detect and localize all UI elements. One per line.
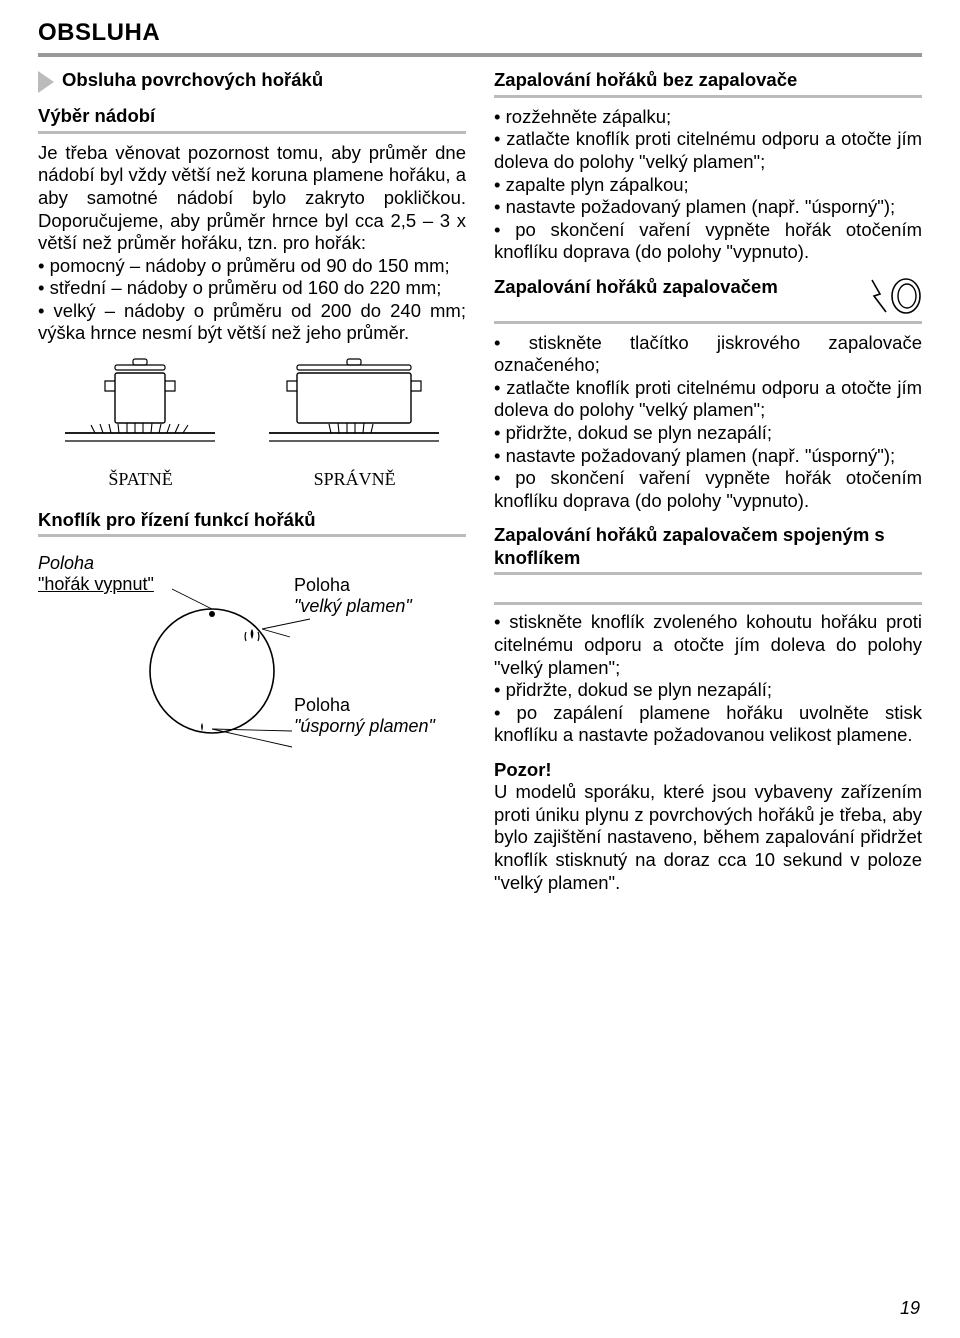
left-column: Obsluha povrchových hořáků Výběr nádobí … — [38, 69, 466, 894]
pots-diagram — [38, 357, 466, 467]
pot-right-icon — [259, 357, 449, 467]
knob-label-off: Poloha "hořák vypnut" — [38, 553, 154, 594]
subheading-select: Výběr nádobí — [38, 105, 466, 128]
bullet: • po skončení vaření vypněte hořák otoče… — [494, 467, 922, 512]
arrow-heading-row: Obsluha povrchových hořáků — [38, 69, 466, 93]
paragraph: Je třeba věnovat pozornost tomu, aby prů… — [38, 142, 466, 255]
bullet: • přidržte, dokud se plyn nezapálí; — [494, 422, 922, 445]
subheading-knob: Knoflík pro řízení funkcí hořáků — [38, 509, 466, 532]
two-column-layout: Obsluha povrchových hořáků Výběr nádobí … — [38, 69, 922, 894]
bullet: • zatlačte knoflík proti citelnému odpor… — [494, 128, 922, 173]
knob-label-eco: Poloha "úsporný plamen" — [294, 695, 435, 736]
rule — [494, 321, 922, 324]
bullet: • stiskněte knoflík zvoleného kohoutu ho… — [494, 611, 922, 679]
page-number: 19 — [900, 1298, 920, 1320]
warning-text: U modelů sporáku, které jsou vybaveny za… — [494, 781, 922, 894]
arrow-icon — [38, 71, 56, 93]
bullet: • po zapálení plamene hořáku uvolněte st… — [494, 702, 922, 747]
rule-thick — [38, 53, 922, 57]
bullet: • nastavte požadovaný plamen (např. "úsp… — [494, 196, 922, 219]
rule — [494, 602, 922, 605]
page-title: OBSLUHA — [38, 18, 922, 47]
bullet: • pomocný – nádoby o průměru od 90 do 15… — [38, 255, 466, 278]
bullet: • přidržte, dokud se plyn nezapálí; — [494, 679, 922, 702]
bullet: • velký – nádoby o průměru od 200 do 240… — [38, 300, 466, 345]
rule — [494, 95, 922, 98]
knob-icon — [142, 571, 312, 771]
arrow-heading: Obsluha povrchových hořáků — [62, 69, 323, 92]
bullet: • zapalte plyn zápalkou; — [494, 174, 922, 197]
bullet: • nastavte požadovaný plamen (např. "úsp… — [494, 445, 922, 468]
bullet: • zatlačte knoflík proti citelnému odpor… — [494, 377, 922, 422]
rule — [494, 572, 922, 575]
subheading-ignite2-row: Zapalování hořáků zapalovačem — [494, 276, 922, 318]
subheading-ignite2: Zapalování hořáků zapalovačem — [494, 276, 860, 299]
warning-label: Pozor! — [494, 759, 922, 782]
right-column: Zapalování hořáků bez zapalovače • rozže… — [494, 69, 922, 894]
rule — [38, 534, 466, 537]
pot-wrong-icon — [55, 357, 225, 467]
bullet: • stiskněte tlačítko jiskrového zapalova… — [494, 332, 922, 377]
subheading-ignite3: Zapalování hořáků zapalovačem spojeným s… — [494, 524, 922, 569]
subheading-ignite1: Zapalování hořáků bez zapalovače — [494, 69, 922, 92]
label-wrong: ŠPATNĚ — [108, 469, 172, 491]
rule — [38, 131, 466, 134]
spacer — [494, 581, 922, 599]
bullet: • střední – nádoby o průměru od 160 do 2… — [38, 277, 466, 300]
bullet: • rozžehněte zápalku; — [494, 106, 922, 129]
pot-labels: ŠPATNĚ SPRÁVNĚ — [38, 469, 466, 491]
bullet: • po skončení vaření vypněte hořák otoče… — [494, 219, 922, 264]
spark-icon — [868, 276, 922, 318]
knob-diagram: Poloha "hořák vypnut" Poloha "velký plam… — [38, 545, 466, 785]
label-right: SPRÁVNĚ — [314, 469, 396, 491]
